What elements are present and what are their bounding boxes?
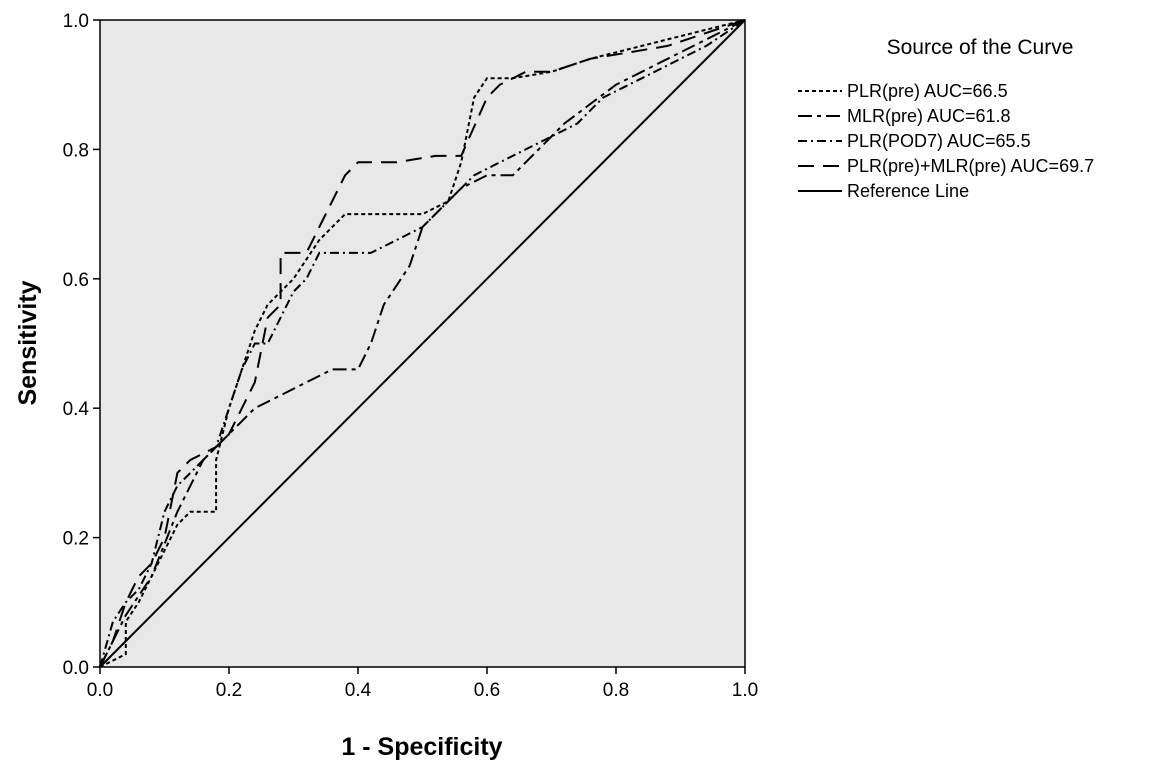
legend-label-1: PLR(pre) AUC=66.5 bbox=[847, 81, 1008, 101]
legend-label-3: PLR(POD7) AUC=65.5 bbox=[847, 131, 1031, 151]
y-tick-label: 1.0 bbox=[63, 11, 89, 32]
y-tick-label: 0.8 bbox=[63, 140, 89, 161]
x-tick-label: 1.0 bbox=[732, 680, 758, 701]
x-tick-label: 0.4 bbox=[345, 680, 372, 701]
series-line-5 bbox=[99, 19, 746, 668]
y-tick-label: 0.2 bbox=[63, 529, 89, 550]
series-line-4 bbox=[99, 19, 746, 668]
legend-label-5: Reference Line bbox=[847, 181, 969, 201]
y-tick-label: 0.6 bbox=[63, 270, 89, 291]
x-tick-label: 0.2 bbox=[216, 680, 242, 701]
axes-group: 0.0 0.2 0.4 0.6 0.8 1.0 0.0 0.2 0.4 0.6 0.8 1.0 bbox=[63, 11, 759, 701]
legend-title: Source of the Curve bbox=[887, 36, 1074, 59]
y-tick-label: 0.0 bbox=[63, 658, 89, 679]
legend-label-4: PLR(pre)+MLR(pre) AUC=69.7 bbox=[847, 156, 1094, 176]
x-tick-label: 0.8 bbox=[603, 680, 629, 701]
series-line-3 bbox=[99, 19, 746, 668]
legend: PLR(pre) AUC=66.5 MLR(pre) AUC=61.8 PLR(PO… bbox=[798, 81, 1094, 201]
plot-frame bbox=[99, 19, 746, 668]
legend-label-2: MLR(pre) AUC=61.8 bbox=[847, 106, 1011, 126]
x-tick-label: 0.0 bbox=[87, 680, 113, 701]
series-group bbox=[99, 19, 746, 668]
x-axis-title: 1 - Specificity bbox=[341, 733, 502, 761]
x-tick-label: 0.6 bbox=[474, 680, 500, 701]
y-axis-title: Sensitivity bbox=[14, 280, 42, 405]
y-tick-label: 0.4 bbox=[63, 399, 90, 420]
